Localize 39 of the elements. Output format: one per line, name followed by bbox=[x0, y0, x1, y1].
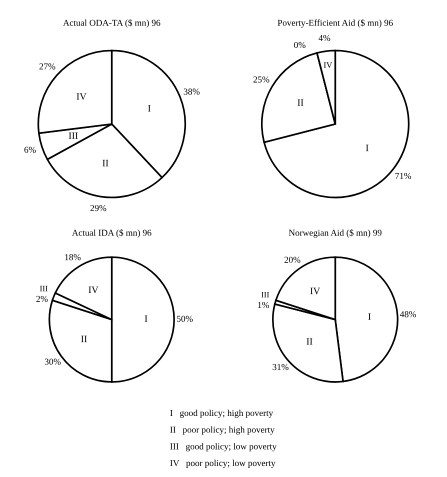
data-label: 48% bbox=[400, 311, 416, 318]
text: II poor policy; high poverty bbox=[170, 426, 275, 435]
data-label: 25% bbox=[253, 76, 270, 83]
data-label: 30% bbox=[44, 358, 61, 365]
data-label: 29% bbox=[90, 205, 106, 212]
slice-label: III bbox=[261, 292, 270, 298]
data-label: 27% bbox=[39, 63, 56, 70]
slice-label: III bbox=[68, 132, 78, 139]
data-label: 2% bbox=[36, 296, 48, 302]
chart-title: Actual ODA-TA ($ mn) 96 bbox=[63, 19, 160, 28]
data-label: 31% bbox=[272, 364, 288, 370]
slice-label: III bbox=[40, 286, 48, 292]
data-label: 6% bbox=[24, 146, 36, 153]
slice-label: II bbox=[306, 338, 312, 345]
slice-label: I bbox=[144, 316, 148, 322]
slice-label: IV bbox=[88, 286, 98, 294]
data-label: 4% bbox=[318, 34, 330, 42]
slice-label: II bbox=[81, 336, 87, 342]
slice-label: II bbox=[102, 160, 108, 166]
data-label: 71% bbox=[395, 172, 412, 179]
data-label: 20% bbox=[284, 256, 300, 263]
text: III good policy; low poverty bbox=[170, 443, 277, 452]
chart-title: Norwegian Aid ($ mn) 99 bbox=[288, 229, 382, 238]
slice-label: IV bbox=[76, 93, 86, 100]
slice-label: I bbox=[366, 144, 368, 152]
text: 0% bbox=[294, 42, 306, 48]
data-label: 50% bbox=[176, 316, 193, 322]
text: I good policy; high poverty bbox=[170, 410, 274, 418]
text: IV poor policy; low poverty bbox=[170, 460, 276, 468]
data-label: 18% bbox=[65, 254, 81, 260]
slice-label: II bbox=[298, 99, 304, 106]
chart-title: Poverty-Efficient Aid ($ mn) 96 bbox=[278, 19, 393, 28]
slice-label: IV bbox=[324, 62, 332, 68]
data-label: 1% bbox=[258, 302, 270, 308]
slice-label: I bbox=[148, 105, 151, 112]
slice-label: IV bbox=[310, 288, 320, 294]
slice-label: I bbox=[368, 313, 371, 320]
data-label: 38% bbox=[184, 88, 200, 95]
chart-title: Actual IDA ($ mn) 96 bbox=[72, 229, 152, 238]
